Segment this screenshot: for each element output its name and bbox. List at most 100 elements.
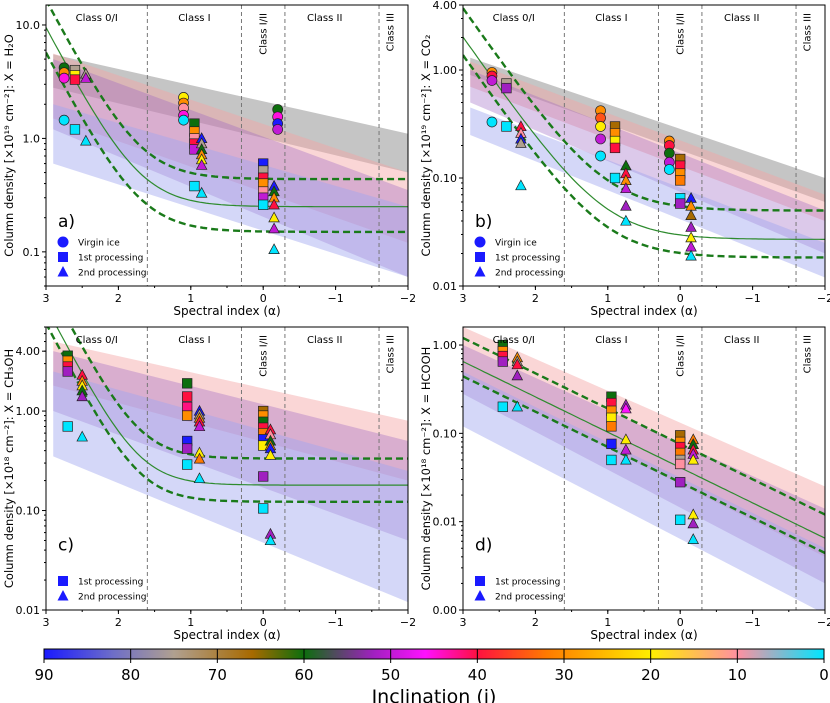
data-point-square [182, 443, 193, 454]
data-point-square [189, 180, 200, 192]
data-point-square [675, 198, 686, 209]
x-tick-label: 1 [187, 616, 194, 629]
y-tick-label: 0.10 [433, 427, 458, 440]
data-point-triangle [687, 533, 700, 544]
x-tick-label: 3 [460, 292, 467, 305]
data-point-square [182, 378, 193, 389]
data-point-triangle [193, 420, 206, 432]
y-axis-label: Column density [×10¹⁹ cm⁻²]: X = CO₂ [419, 35, 433, 257]
x-tick-label: 1 [604, 292, 611, 305]
panel-c: Class 0/I Class I Class I/II Class II Class … [2, 326, 416, 642]
x-tick-label: 0 [260, 616, 267, 629]
data-point-triangle [268, 243, 280, 254]
panel-label: a) [58, 212, 75, 232]
data-point-square [258, 503, 269, 514]
panels: Class 0/I Class I Class I/II Class II Class … [2, 0, 830, 642]
y-tick-label: 10.0 [16, 19, 41, 32]
y-tick-label: 1.00 [433, 64, 458, 77]
y-tick-label: 1.00 [433, 339, 458, 352]
data-point-triangle [268, 198, 280, 210]
fit-curve-a [46, 27, 408, 208]
band-blue [470, 107, 825, 278]
data-point-triangle [80, 71, 92, 83]
data-point-square [69, 124, 81, 135]
panel-label: d) [475, 536, 492, 556]
x-tick-label: 0 [260, 292, 267, 305]
x-axis-label: Spectral index (α) [590, 304, 697, 318]
colorbar-strip [43, 648, 825, 660]
colorbar-tick-label: 60 [294, 666, 313, 684]
data-point-circle [272, 124, 284, 135]
data-point-square [62, 366, 73, 377]
data-point-square [69, 74, 81, 85]
data-point-square [675, 514, 686, 525]
colorbar-tick-label: 90 [34, 666, 53, 684]
data-point-triangle [620, 199, 632, 211]
legend-label: 1st processing [495, 254, 560, 264]
data-point-triangle [195, 159, 208, 170]
legend-marker-square [475, 576, 485, 586]
data-point-square [609, 172, 621, 184]
fit-upper-dashed-c [69, 327, 408, 460]
class-label: Class 0/I [76, 13, 118, 24]
x-tick-label: 3 [460, 616, 467, 629]
data-point-triangle [268, 211, 280, 223]
legend-marker-circle [474, 236, 486, 248]
class-label: Class III [802, 335, 813, 373]
fit-lower-dashed-c [46, 327, 408, 503]
y-axis-label: Column density [×10¹⁸ cm⁻²]: X = CH₃OH [2, 349, 16, 588]
data-point-square [609, 142, 621, 154]
data-point-circle [595, 150, 606, 162]
band-grey [470, 57, 825, 202]
x-tick-label: 2 [115, 292, 122, 305]
data-point-triangle [511, 369, 524, 381]
y-tick-label: 0.01 [433, 516, 458, 529]
x-tick-label: −1 [327, 292, 343, 305]
legend-marker-triangle [57, 590, 69, 601]
x-axis-label: Spectral index (α) [173, 628, 280, 642]
y-axis-label: Column density [×10¹⁸ cm⁻²]: X = HCOOH [419, 347, 433, 591]
x-tick-label: 2 [532, 616, 539, 629]
data-point-triangle [264, 534, 277, 546]
data-point-triangle [511, 400, 524, 412]
data-point-circle [595, 133, 606, 145]
x-tick-label: 1 [187, 292, 194, 305]
colorbar: 90 80 70 60 50 40 30 20 10 0 Inclination (i) [34, 648, 829, 703]
data-point-circle [595, 121, 606, 132]
legend-marker-triangle [474, 266, 486, 277]
legend-label: Virgin ice [78, 239, 120, 249]
class-label: Class I [178, 13, 210, 24]
colorbar-tick-label: 20 [641, 666, 660, 684]
class-label: Class II [307, 335, 342, 346]
data-point-square [675, 175, 686, 186]
x-axis-label: Spectral index (α) [173, 304, 280, 318]
data-point-square [182, 410, 193, 421]
x-tick-label: −1 [744, 616, 760, 629]
data-point-triangle [620, 214, 632, 226]
data-point-triangle [515, 179, 527, 191]
data-point-circle [486, 75, 498, 86]
legend-label: 2nd processing [495, 593, 564, 603]
plot-area-c [46, 327, 408, 610]
data-point-triangle [193, 472, 206, 484]
data-point-triangle [511, 358, 524, 370]
legend-label: 2nd processing [78, 593, 147, 603]
band-pink [53, 341, 408, 481]
x-tick-label: 3 [43, 292, 50, 305]
legend-label: 1st processing [78, 254, 143, 264]
y-tick-label: 1.00 [16, 405, 41, 418]
x-tick-label: −1 [327, 616, 343, 629]
data-point-square [62, 421, 73, 432]
x-tick-label: −1 [744, 292, 760, 305]
colorbar-tick-label: 30 [554, 666, 573, 684]
class-label: Class III [385, 335, 396, 373]
band-blue [53, 371, 408, 603]
data-point-square [182, 391, 193, 402]
y-tick-label: 4.00 [16, 345, 41, 358]
data-point-triangle [620, 182, 632, 194]
band-pink [470, 61, 825, 221]
x-tick-label: −2 [817, 292, 830, 305]
data-point-triangle [515, 136, 527, 148]
legend-label: 1st processing [78, 578, 143, 588]
band-purple [53, 59, 408, 278]
